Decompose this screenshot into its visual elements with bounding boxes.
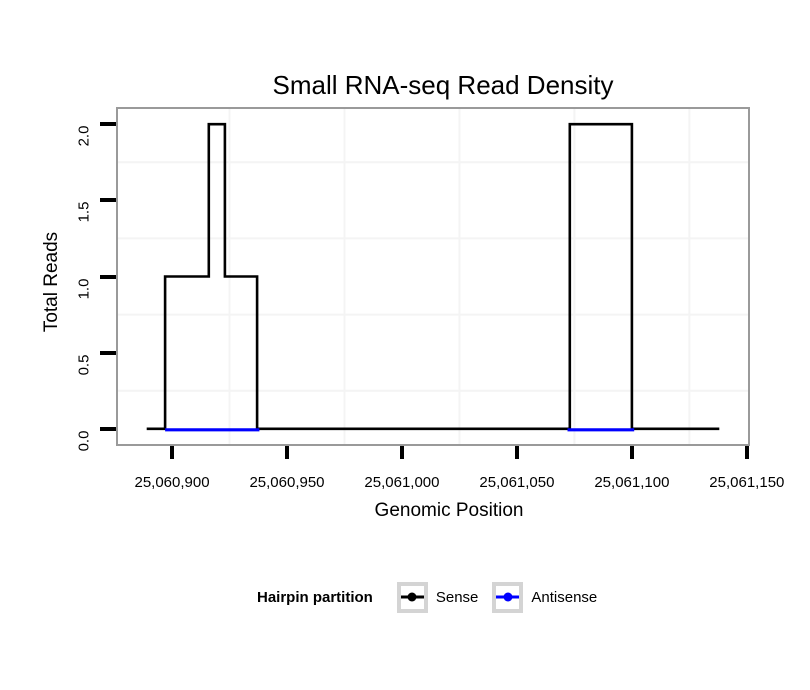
x-axis-title: Genomic Position	[374, 500, 524, 521]
x-tick	[399, 446, 404, 459]
x-tick-label: 25,061,100	[594, 474, 670, 491]
antisense-key-dot	[503, 592, 513, 602]
x-tick-label: 25,061,000	[364, 474, 440, 491]
legend-item-sense: Sense	[396, 581, 479, 613]
sense-line-key-icon	[396, 581, 428, 613]
y-axis-title: Total Reads	[41, 231, 62, 333]
legend-title: Hairpin partition	[257, 588, 373, 606]
plot-canvas	[118, 109, 748, 444]
x-tick	[744, 446, 749, 459]
plot-panel	[116, 107, 750, 446]
legend-label-antisense: Antisense	[531, 588, 598, 606]
y-tick-label: 0.5	[75, 354, 93, 376]
y-tick	[100, 350, 116, 355]
y-tick-label: 1.0	[75, 278, 93, 299]
antisense-line-key-icon	[492, 581, 524, 613]
x-tick-label: 25,061,150	[709, 474, 785, 491]
y-tick-label: 1.5	[75, 201, 93, 223]
y-tick	[100, 274, 116, 279]
y-tick	[100, 198, 116, 203]
x-tick	[514, 446, 519, 459]
legend-label-sense: Sense	[435, 588, 479, 606]
x-tick	[284, 446, 289, 459]
x-tick	[170, 446, 175, 459]
sense-step-line	[146, 122, 720, 431]
y-tick	[100, 122, 116, 127]
y-tick-label: 2.0	[75, 125, 93, 147]
x-tick-label: 25,060,900	[134, 474, 210, 491]
y-tick-label: 0.0	[75, 430, 93, 452]
chart-title: Small RNA-seq Read Density	[272, 70, 614, 100]
sense-key-dot	[407, 592, 417, 602]
legend-item-antisense: Antisense	[492, 581, 598, 613]
y-tick	[100, 426, 116, 431]
x-tick	[629, 446, 634, 459]
legend: Hairpin partition Sense Antisense	[257, 581, 597, 613]
x-tick-label: 25,061,050	[479, 474, 555, 491]
x-tick-label: 25,060,950	[249, 474, 325, 491]
